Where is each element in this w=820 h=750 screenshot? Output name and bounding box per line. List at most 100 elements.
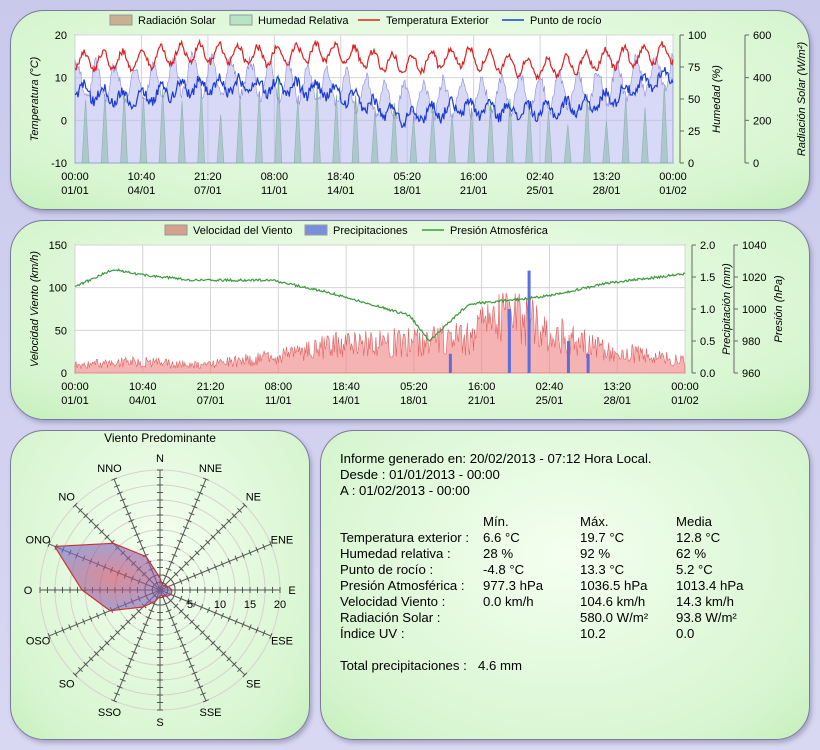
rose-direction-label: NNO: [97, 463, 122, 475]
rose-tick: [83, 661, 89, 667]
c2-y3-tick: 1000: [742, 304, 766, 316]
rose-tick: [191, 671, 198, 675]
c2-y-tick: 100: [49, 283, 67, 295]
rose-tick: [206, 607, 211, 614]
rose-tick: [199, 545, 205, 551]
rose-tick: [68, 624, 72, 631]
rose-tick: [234, 555, 238, 562]
rose-tick: [248, 549, 252, 556]
precipitation-bar: [448, 353, 452, 373]
rose-tick: [231, 513, 237, 519]
c1-y3label: Radiación Solar (W/m²): [796, 42, 808, 157]
report-total-value: 4.6 mm: [478, 658, 522, 673]
rose-tick: [210, 534, 216, 540]
c2-x-tick-time: 05:20: [400, 381, 428, 393]
rose-direction-label: NO: [58, 492, 75, 504]
temperature-humidity-chart: 00:00 01/01 10:40 04/01 21:20 07/01 08:00 11/01…: [29, 14, 808, 197]
rose-tick: [77, 667, 83, 673]
c2-x-tick-date: 21/01: [468, 395, 496, 407]
wind-rose-chart: Viento Predominante N NNE NE ENE E ESE SE SSE S SS…: [24, 431, 296, 729]
rose-tick: [131, 614, 136, 619]
c1-x-tick-time: 08:00: [261, 171, 289, 183]
report-row-avg: 5.2 °C: [676, 562, 713, 577]
rose-tick: [227, 615, 231, 622]
rose-tick: [262, 543, 266, 550]
c1-x-tick-date: 01/02: [659, 185, 687, 197]
c1-y3-tick: 400: [753, 73, 771, 85]
c2-x-tick-date: 11/01: [265, 395, 292, 407]
rose-tick: [194, 678, 201, 682]
temperature-line: [74, 38, 674, 82]
rose-tick: [185, 657, 192, 661]
c1-x-tick-time: 13:20: [593, 171, 621, 183]
rose-tick: [189, 619, 195, 625]
rose-tick: [88, 518, 94, 524]
c2-x-tick-date: 01/01: [61, 395, 89, 407]
rose-tick: [172, 592, 176, 599]
rose-tick: [72, 502, 78, 508]
c2-legend-wind: Velocidad del Viento: [193, 225, 293, 237]
report-row-min: 0.0 km/h: [483, 594, 534, 609]
c2-x-tick-date: 07/01: [197, 395, 225, 407]
rose-tick: [47, 632, 51, 639]
c2-x-tick-time: 10:40: [129, 381, 157, 393]
report-row-label: Humedad relativa :: [340, 546, 451, 561]
c1-x-tick-time: 02:40: [526, 171, 554, 183]
c2-y2-tick: 0.5: [700, 336, 715, 348]
rose-tick: [61, 627, 65, 634]
report-row-avg: 0.0: [676, 626, 695, 641]
report-header-min: Mín.: [483, 514, 509, 529]
rose-tick: [199, 569, 204, 576]
report-row-label: Radiación Solar :: [340, 610, 441, 625]
rose-tick: [122, 505, 129, 509]
c2-x-tick-time: 08:00: [265, 381, 293, 393]
rose-tick: [47, 541, 51, 548]
rose-tick: [115, 629, 121, 635]
c2-y-tick: 0: [61, 368, 67, 380]
wind-speed-area: [74, 292, 686, 374]
rose-tick: [162, 574, 169, 578]
rose-tick: [120, 624, 126, 630]
c2-legend-rain: Precipitaciones: [333, 225, 408, 237]
rose-tick: [177, 539, 184, 544]
rose-direction-label: NNE: [199, 463, 222, 475]
c1-y2label: Humedad (%): [711, 65, 723, 133]
rose-tick: [220, 561, 224, 568]
report-row-avg: 62 %: [676, 546, 707, 561]
rose-direction-label: SO: [59, 678, 75, 690]
rose-direction-label: N: [156, 453, 164, 465]
c1-x-tick-time: 16:00: [460, 171, 488, 183]
report-row-min: 28 %: [483, 546, 514, 561]
report-panel: [320, 430, 810, 740]
rose-tick: [173, 603, 179, 609]
c2-x-tick-date: 14/01: [332, 395, 360, 407]
rose-tick: [119, 498, 126, 502]
c2-legend-rain-swatch: [304, 224, 328, 236]
rose-tick: [262, 630, 266, 637]
c2-legend-pressure: Presión Atmosférica: [450, 225, 549, 237]
rose-tick: [99, 529, 105, 535]
rose-direction-label: ENE: [271, 534, 294, 546]
rose-tick: [102, 609, 107, 616]
rose-tick: [215, 645, 221, 651]
c1-x-tick-date: 01/01: [61, 185, 89, 197]
c2-y2-tick: 0.0: [700, 368, 715, 380]
rose-direction-label: OSO: [26, 636, 51, 648]
rose-tick: [188, 512, 195, 516]
rose-tick: [168, 598, 174, 604]
c1-legend-humidity-swatch: [229, 14, 253, 26]
c2-y2-tick: 1.5: [700, 272, 715, 284]
rose-tick: [168, 576, 174, 582]
rose-tick: [125, 664, 132, 668]
c1-legend-solar: Radiación Solar: [138, 15, 216, 27]
report-row-label: Punto de rocío :: [340, 562, 434, 577]
rose-tick: [226, 656, 232, 662]
rose-tick: [248, 624, 252, 631]
rose-tick: [165, 609, 172, 613]
c2-y2-tick: 2.0: [700, 240, 715, 252]
c1-y2-tick: 75: [688, 62, 700, 74]
rose-tick: [179, 532, 186, 537]
rose-tick: [202, 477, 209, 481]
report-row-label: Presión Atmosférica :: [340, 578, 465, 593]
rose-tick: [179, 578, 183, 585]
